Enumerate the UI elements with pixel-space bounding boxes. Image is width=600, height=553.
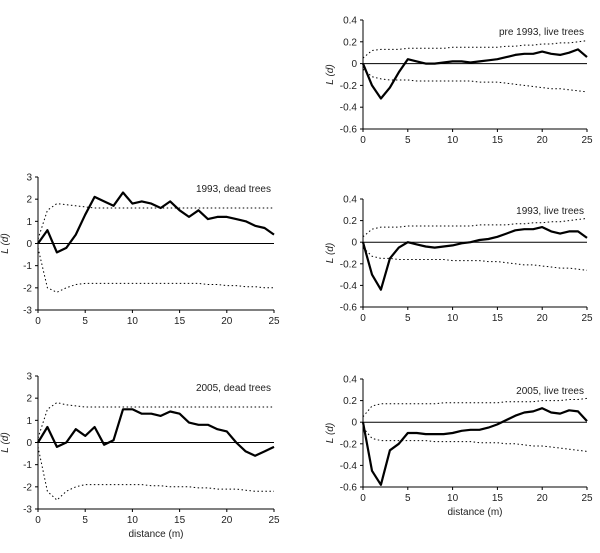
y-tick-label: -0.6: [340, 483, 358, 494]
y-tick-label: -0.2: [340, 81, 358, 92]
x-tick-label: 25: [581, 313, 593, 324]
x-tick-label: 20: [221, 515, 233, 526]
upper-envelope-line: [362, 40, 588, 59]
x-tick-label: 25: [268, 316, 280, 327]
x-tick-label: 20: [537, 493, 549, 504]
panel-title: 2005, dead trees: [196, 383, 271, 394]
panel-title: 1993, dead trees: [196, 184, 271, 195]
x-tick-label: 10: [447, 135, 459, 146]
y-tick-label: 0: [351, 238, 357, 249]
x-tick-label: 5: [82, 316, 88, 327]
x-tick-label: 0: [360, 493, 366, 504]
panel-title: 2005, live trees: [516, 386, 584, 397]
panel-title: 1993, live trees: [516, 206, 584, 217]
y-tick-label: 2: [26, 394, 32, 405]
upper-envelope-line: [37, 203, 274, 240]
x-tick-label: 10: [127, 515, 139, 526]
y-tick-label: -3: [23, 505, 32, 516]
x-tick-label: 0: [360, 313, 366, 324]
x-tick-label: 10: [447, 493, 459, 504]
y-tick-label: -1: [23, 460, 32, 471]
y-tick-label: 0.2: [343, 37, 357, 48]
y-tick-label: -3: [23, 306, 32, 317]
upper-envelope-line: [362, 397, 588, 418]
y-tick-label: 1: [26, 416, 32, 427]
x-tick-label: 15: [492, 313, 504, 324]
y-tick-label: -0.4: [340, 461, 358, 472]
y-tick-label: -0.4: [340, 281, 358, 292]
x-tick-label: 5: [405, 313, 411, 324]
x-tick-label: 25: [268, 515, 280, 526]
y-tick-label: 0.2: [343, 216, 357, 227]
y-tick-label: -0.4: [340, 103, 358, 114]
x-tick-label: 0: [35, 316, 41, 327]
y-axis-label: L (d): [325, 243, 336, 263]
x-tick-label: 20: [537, 135, 549, 146]
x-tick-label: 20: [537, 313, 549, 324]
upper-envelope-line: [362, 217, 588, 238]
lower-envelope-line: [362, 427, 588, 452]
y-tick-label: 0: [26, 239, 32, 250]
lower-envelope-line: [362, 247, 588, 271]
y-tick-label: -0.6: [340, 125, 358, 136]
y-tick-label: 2: [26, 195, 32, 206]
y-tick-label: 0: [26, 438, 32, 449]
observed-series-line: [361, 407, 588, 486]
y-axis-label: L (d): [325, 423, 336, 443]
x-tick-label: 20: [221, 316, 233, 327]
y-tick-label: -2: [23, 482, 32, 493]
x-tick-label: 15: [492, 135, 504, 146]
y-tick-label: 0.4: [343, 16, 357, 27]
panel-title: pre 1993, live trees: [499, 27, 584, 38]
y-tick-label: 1: [26, 217, 32, 228]
x-tick-label: 0: [360, 135, 366, 146]
observed-series-line: [361, 226, 588, 291]
y-axis-label: L (d): [325, 64, 336, 84]
y-tick-label: 0: [351, 59, 357, 70]
y-tick-label: -0.2: [340, 259, 358, 270]
lower-envelope-line: [37, 247, 274, 293]
y-tick-label: -1: [23, 261, 32, 272]
x-tick-label: 10: [127, 316, 139, 327]
y-tick-label: 0.2: [343, 396, 357, 407]
y-tick-label: -0.6: [340, 303, 358, 314]
y-tick-label: 0: [351, 418, 357, 429]
x-axis-label: distance (m): [128, 529, 183, 540]
x-tick-label: 15: [492, 493, 504, 504]
lower-envelope-line: [37, 446, 274, 501]
x-tick-label: 5: [405, 493, 411, 504]
lower-envelope-line: [362, 68, 588, 93]
x-tick-label: 0: [35, 515, 41, 526]
x-tick-label: 25: [581, 493, 593, 504]
observed-series-line: [37, 191, 275, 254]
x-tick-label: 25: [581, 135, 593, 146]
y-tick-label: -2: [23, 283, 32, 294]
upper-envelope-line: [37, 402, 274, 439]
x-tick-label: 10: [447, 313, 459, 324]
y-axis-label: L (d): [0, 233, 11, 253]
x-axis-label: distance (m): [447, 507, 502, 518]
observed-series-line: [37, 408, 275, 457]
y-tick-label: 3: [26, 173, 32, 184]
x-tick-label: 15: [174, 316, 186, 327]
y-tick-label: 0.4: [343, 375, 357, 386]
y-tick-label: 3: [26, 372, 32, 383]
observed-series-line: [361, 48, 588, 100]
y-axis-label: L (d): [0, 432, 11, 452]
x-tick-label: 5: [82, 515, 88, 526]
x-tick-label: 15: [174, 515, 186, 526]
x-tick-label: 5: [405, 135, 411, 146]
y-tick-label: -0.2: [340, 439, 358, 450]
y-tick-label: 0.4: [343, 195, 357, 206]
